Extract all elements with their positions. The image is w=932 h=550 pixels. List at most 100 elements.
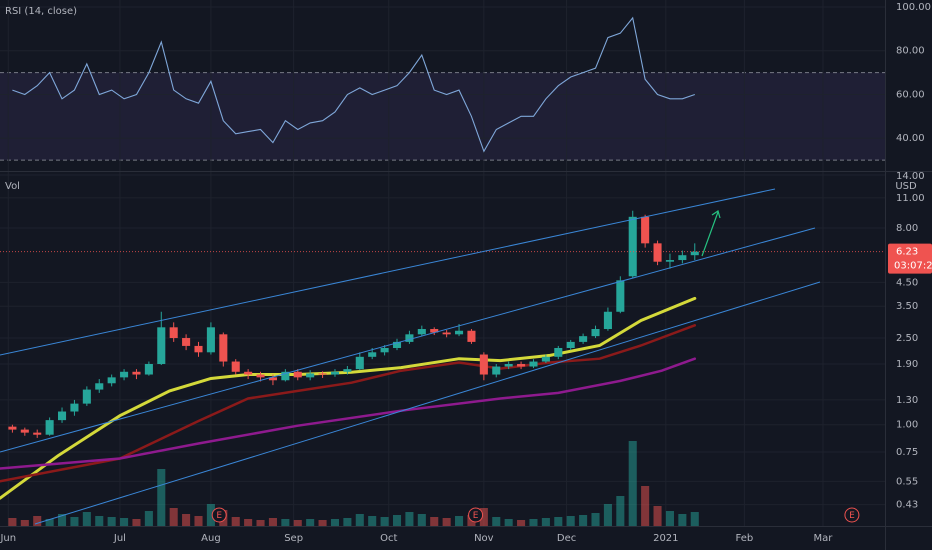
candle-body — [368, 352, 377, 357]
volume-bar — [504, 519, 513, 526]
volume-bar — [33, 516, 42, 526]
candle-body — [95, 383, 104, 390]
moving-average — [0, 357, 697, 470]
candle-body — [206, 327, 215, 353]
arrow-shaft — [701, 211, 719, 257]
y-tick-label: 2.50 — [896, 333, 918, 344]
candle-body — [194, 345, 203, 353]
candle-body — [293, 371, 302, 378]
volume-bar — [641, 486, 650, 526]
candle-body — [330, 371, 340, 375]
candle-body — [8, 426, 17, 430]
volume-label: Vol — [5, 181, 20, 192]
volume-bar — [591, 513, 600, 526]
candle-body — [392, 341, 402, 349]
candle-body — [492, 366, 501, 375]
volume-bar — [517, 520, 526, 526]
y-tick-label: 8.00 — [896, 223, 918, 234]
volume-bar — [442, 518, 451, 526]
volume-bar — [293, 520, 302, 526]
volume-bar — [231, 517, 240, 526]
x-tick-label: Feb — [736, 533, 754, 544]
candle-body — [628, 216, 637, 277]
candle-body — [256, 374, 265, 378]
candle-body — [231, 361, 240, 372]
volume-bar — [690, 512, 699, 526]
candle-body — [517, 364, 526, 367]
y-tick-label: 80.00 — [896, 46, 925, 57]
volume-bar — [541, 518, 550, 526]
volume-bar — [392, 515, 402, 526]
candle-body — [33, 432, 42, 435]
volume-bar — [157, 469, 166, 526]
x-tick-label: Sep — [284, 533, 303, 544]
candle-body — [120, 371, 129, 378]
volume-bar — [455, 516, 464, 526]
candle-body — [566, 341, 575, 349]
volume-bar — [405, 512, 414, 526]
x-tick-label: Nov — [474, 533, 494, 544]
moving-average — [0, 324, 697, 483]
candle-body — [504, 364, 513, 367]
x-tick-label: Dec — [557, 533, 576, 544]
arrow — [701, 210, 721, 257]
volume-bar — [479, 508, 488, 526]
volume-bar — [70, 517, 79, 526]
volume-bar — [268, 518, 277, 526]
last-price-label: 6.23 — [896, 247, 918, 258]
volume-bar — [616, 496, 625, 526]
candle-body — [20, 429, 29, 433]
countdown-label: 03:07:22 — [894, 261, 932, 272]
volume-bar — [603, 504, 612, 526]
candle-body — [157, 327, 166, 365]
volume-bar — [330, 519, 340, 526]
volume-bar — [417, 514, 426, 526]
volume-bar — [653, 506, 662, 526]
volume-bar — [368, 516, 377, 526]
rsi-band — [0, 72, 885, 161]
y-tick-label: 1.30 — [896, 395, 918, 406]
candle-body — [355, 356, 364, 370]
candle-body — [281, 371, 290, 381]
volume-bar — [430, 517, 439, 526]
volume-bar — [95, 516, 104, 526]
candle-body — [405, 334, 414, 342]
currency-label: USD — [895, 181, 917, 192]
candle-body — [144, 364, 153, 375]
volume-bar — [120, 518, 129, 526]
candle-body — [380, 348, 389, 353]
x-tick-label: Jun — [0, 533, 16, 544]
candle-body — [455, 330, 464, 335]
volume-bar — [665, 511, 674, 526]
channel-line — [0, 188, 776, 356]
x-tick-label: Aug — [201, 533, 221, 544]
volume-bar — [169, 508, 178, 526]
volume-bar — [194, 516, 203, 526]
channel-line — [0, 227, 816, 453]
volume-bar — [554, 517, 563, 526]
candle-body — [541, 356, 550, 362]
candle-body — [665, 260, 674, 262]
candle-body — [616, 280, 625, 312]
volume-bar — [281, 519, 290, 526]
candle-body — [467, 330, 476, 342]
volume-bar — [529, 519, 538, 526]
volume-bar — [244, 519, 253, 526]
candle-body — [45, 420, 54, 435]
y-tick-label: 60.00 — [896, 89, 925, 100]
volume-bar — [206, 504, 215, 526]
y-tick-label: 40.00 — [896, 133, 925, 144]
volume-bar — [45, 519, 54, 526]
price-label-box — [888, 243, 932, 274]
candle-body — [529, 361, 538, 367]
event-label: E — [473, 511, 479, 521]
volume-bar — [628, 441, 637, 526]
candle-body — [678, 255, 687, 261]
y-tick-label: 100.00 — [896, 2, 931, 13]
volume-bar — [380, 517, 389, 526]
volume-bar — [132, 519, 141, 526]
